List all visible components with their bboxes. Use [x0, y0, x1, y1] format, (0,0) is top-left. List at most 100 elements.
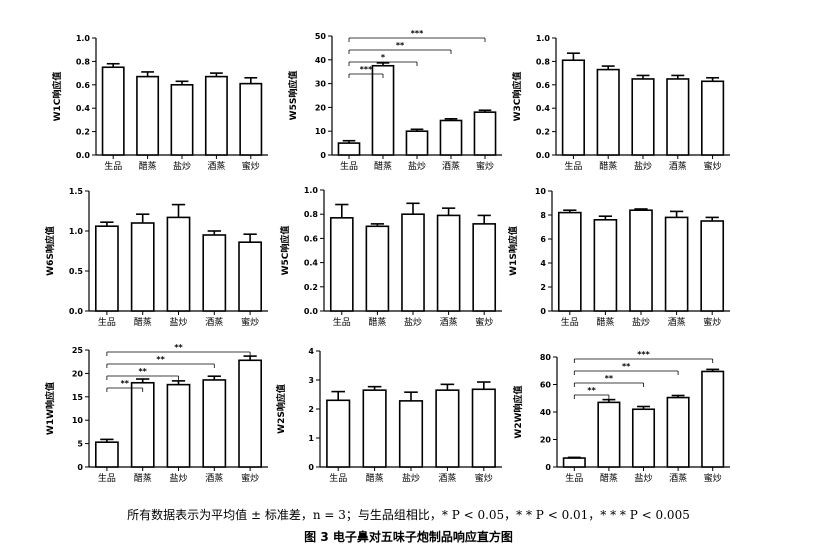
x-tick-label: 盐炒 [632, 316, 650, 328]
bar [365, 225, 390, 312]
y-tick-label: 6 [540, 235, 546, 244]
y-tick-label: 0.5 [69, 267, 84, 276]
bar [136, 75, 160, 156]
y-tick-label: 0.0 [76, 151, 91, 160]
x-tick-label: 酒蒸 [442, 160, 460, 172]
y-tick-label: 1.0 [304, 186, 319, 195]
bar [666, 396, 690, 468]
bar [239, 82, 263, 156]
x-tick-label: 生品 [564, 160, 582, 172]
y-tick-label: 0.0 [69, 307, 84, 316]
y-axis-label: W2S响应值 [275, 384, 287, 434]
x-tick-label: 盐炒 [402, 472, 420, 484]
x-tick-label: 酒蒸 [205, 472, 223, 484]
y-tick-label: 80 [540, 353, 552, 362]
bar [631, 408, 656, 468]
bar [666, 78, 690, 156]
bar [597, 401, 621, 468]
bar [471, 388, 496, 468]
x-tick-label: 醋蒸 [374, 160, 392, 172]
x-tick-label: 蜜炒 [704, 472, 722, 484]
x-tick-label: 蜜炒 [241, 472, 259, 484]
bar [337, 142, 361, 156]
bar [473, 111, 497, 156]
significance-label: ** [139, 367, 148, 376]
y-tick-label: 0 [77, 463, 83, 472]
y-tick-label: 0.2 [536, 128, 550, 137]
bar [701, 80, 725, 156]
y-tick-label: 0.0 [536, 151, 551, 160]
bar [398, 400, 424, 468]
y-tick-label: 20 [540, 436, 552, 445]
bar [326, 399, 351, 468]
significance-label: ** [605, 374, 614, 383]
x-tick-label: 酒蒸 [207, 160, 225, 172]
y-tick-label: 0.8 [304, 210, 319, 219]
y-tick-label: 4 [540, 259, 546, 268]
x-tick-label: 蜜炒 [476, 160, 494, 172]
bar [664, 216, 689, 312]
y-tick-label: 0 [545, 463, 551, 472]
bar [557, 211, 582, 312]
significance-label: ** [156, 355, 165, 364]
y-tick-label: 0.2 [304, 283, 318, 292]
y-tick-label: 30 [315, 80, 327, 89]
x-tick-label: 盐炒 [404, 316, 422, 328]
figure-caption: 图 3 电子鼻对五味子炮制品响应直方图 [304, 530, 513, 544]
bar [166, 383, 191, 468]
y-tick-label: 40 [540, 408, 552, 417]
y-axis-label: W3C响应值 [511, 72, 523, 122]
y-tick-label: 50 [315, 32, 327, 41]
bar [362, 389, 387, 468]
bar [631, 78, 655, 156]
y-tick-label: 0.6 [76, 81, 91, 90]
x-tick-label: 醋蒸 [139, 160, 157, 172]
y-axis-label: W1W响应值 [44, 382, 56, 435]
x-tick-label: 盐炒 [408, 160, 426, 172]
x-tick-label: 生品 [98, 316, 116, 328]
bar [401, 213, 425, 312]
x-tick-label: 蜜炒 [703, 316, 721, 328]
x-tick-label: 盐炒 [634, 472, 652, 484]
figure-note: 所有数据表示为平均值 ± 标准差，n = 3；与生品组相比，* P < 0.05… [127, 508, 690, 522]
bar [130, 222, 155, 312]
y-tick-label: 1.0 [76, 34, 91, 43]
y-tick-label: 0.2 [76, 128, 90, 137]
bar [238, 359, 262, 468]
x-tick-label: 酒蒸 [438, 472, 456, 484]
significance-label: ** [121, 379, 130, 388]
x-tick-label: 蜜炒 [704, 160, 722, 172]
x-tick-label: 酒蒸 [669, 160, 687, 172]
y-tick-label: 0.4 [304, 259, 319, 268]
x-tick-label: 生品 [340, 160, 358, 172]
significance-label: ** [396, 41, 405, 50]
x-tick-label: 生品 [98, 472, 116, 484]
y-tick-label: 10 [72, 416, 84, 425]
bar [701, 370, 725, 468]
x-tick-label: 酒蒸 [440, 316, 458, 328]
y-tick-label: 25 [72, 346, 84, 355]
significance-label: ** [587, 386, 596, 395]
y-tick-label: 20 [315, 103, 327, 112]
bar [238, 241, 262, 312]
y-tick-label: 4 [308, 347, 314, 356]
x-tick-label: 醋蒸 [134, 316, 152, 328]
bar [95, 441, 119, 468]
y-axis-label: W1S响应值 [507, 226, 519, 276]
bar [405, 130, 429, 156]
y-tick-label: 0 [320, 151, 326, 160]
bar [472, 223, 497, 312]
x-tick-label: 蜜炒 [241, 316, 259, 328]
y-axis-label: W5S响应值 [287, 71, 299, 121]
y-tick-label: 8 [540, 211, 546, 220]
bar [101, 66, 125, 156]
y-tick-label: 0.6 [536, 81, 551, 90]
y-tick-label: 40 [315, 56, 327, 65]
x-tick-label: 蜜炒 [242, 160, 260, 172]
bar [130, 381, 155, 468]
